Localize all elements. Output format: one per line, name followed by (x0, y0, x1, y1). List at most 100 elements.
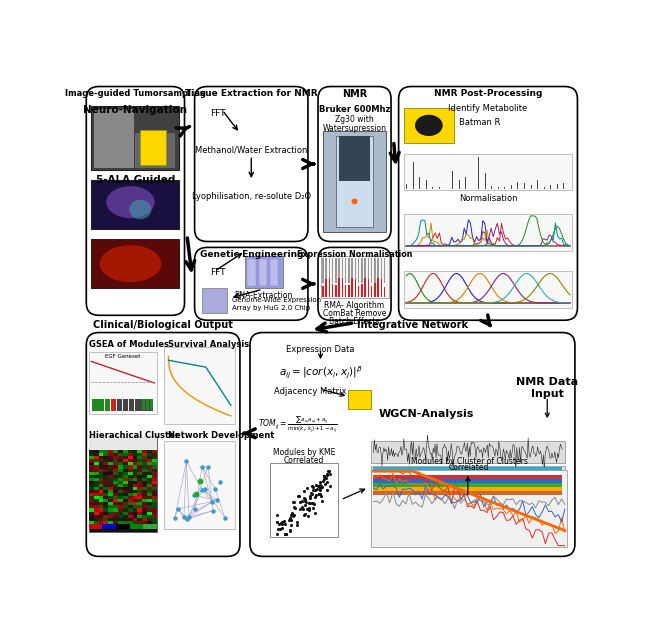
Bar (94, 509, 99, 512)
Bar (118, 499, 123, 502)
Bar (354, 258, 356, 284)
Point (308, 503, 318, 513)
Bar (94, 456, 99, 459)
Bar (248, 259, 255, 286)
Bar (384, 287, 385, 297)
Bar (133, 487, 137, 490)
Bar (89, 436, 157, 453)
Bar (118, 497, 123, 499)
Bar (142, 505, 147, 509)
Point (296, 502, 307, 512)
Bar (320, 256, 389, 298)
Bar (123, 499, 127, 502)
Bar (89, 509, 94, 512)
Text: ComBat Remove: ComBat Remove (323, 309, 386, 318)
Bar (133, 450, 137, 453)
Bar (404, 215, 573, 251)
Bar (123, 514, 127, 518)
Point (321, 473, 332, 483)
Bar (109, 521, 113, 524)
Bar (99, 481, 103, 484)
Bar (109, 481, 113, 484)
Bar (127, 512, 133, 514)
Bar (109, 487, 113, 490)
Bar (127, 459, 133, 463)
Bar (127, 481, 133, 484)
Bar (89, 502, 94, 505)
Bar (113, 514, 118, 518)
Bar (142, 512, 147, 514)
Point (170, 513, 180, 523)
Bar (152, 484, 157, 487)
Bar (142, 493, 147, 497)
Bar (99, 468, 103, 472)
Bar (147, 475, 152, 478)
Bar (152, 514, 157, 518)
Bar (147, 484, 152, 487)
Bar (137, 456, 142, 459)
FancyBboxPatch shape (194, 247, 308, 320)
Bar (367, 258, 369, 284)
Bar (147, 518, 152, 521)
Bar (147, 463, 152, 465)
Bar (103, 525, 116, 529)
Point (309, 485, 320, 495)
Text: Modules by KME: Modules by KME (273, 448, 335, 457)
Bar (123, 484, 127, 487)
Bar (103, 472, 109, 475)
Bar (123, 518, 127, 521)
Bar (152, 502, 157, 505)
Bar (109, 463, 113, 465)
Bar (127, 472, 133, 475)
Bar (142, 514, 147, 518)
Bar (109, 493, 113, 497)
Bar (103, 487, 109, 490)
Bar (89, 453, 94, 456)
Point (313, 489, 324, 499)
Text: Zg30 with: Zg30 with (335, 115, 374, 124)
Bar (113, 487, 118, 490)
Bar (147, 459, 152, 463)
Bar (152, 472, 157, 475)
Bar (118, 509, 123, 512)
Bar (123, 468, 127, 472)
Point (315, 488, 325, 498)
Bar (123, 450, 127, 453)
Text: EGF Geneset: EGF Geneset (105, 354, 140, 359)
Point (304, 503, 314, 513)
Bar (147, 502, 152, 505)
Bar (116, 525, 129, 529)
Bar (118, 468, 123, 472)
Bar (147, 499, 152, 502)
Bar (147, 465, 152, 468)
Bar (404, 155, 573, 190)
Bar (94, 475, 99, 478)
Bar (99, 450, 103, 453)
Bar (89, 465, 94, 468)
Bar (109, 509, 113, 512)
Bar (118, 493, 123, 497)
Bar (123, 459, 127, 463)
Bar (99, 463, 103, 465)
Point (285, 510, 296, 520)
Bar (113, 463, 118, 465)
Point (210, 484, 220, 494)
Point (322, 469, 332, 479)
Bar (99, 512, 103, 514)
Bar (89, 352, 157, 413)
Bar (118, 456, 123, 459)
Bar (89, 487, 94, 490)
Text: Genome-Wide Expression: Genome-Wide Expression (233, 297, 322, 303)
Bar (113, 465, 118, 468)
Point (191, 489, 202, 499)
Bar (103, 512, 109, 514)
Bar (377, 278, 379, 297)
Bar (127, 499, 133, 502)
Bar (127, 509, 133, 512)
Bar (137, 459, 142, 463)
Point (188, 490, 199, 500)
Bar (127, 475, 133, 478)
Bar (98, 399, 104, 412)
Point (298, 493, 309, 504)
Bar (133, 497, 137, 499)
